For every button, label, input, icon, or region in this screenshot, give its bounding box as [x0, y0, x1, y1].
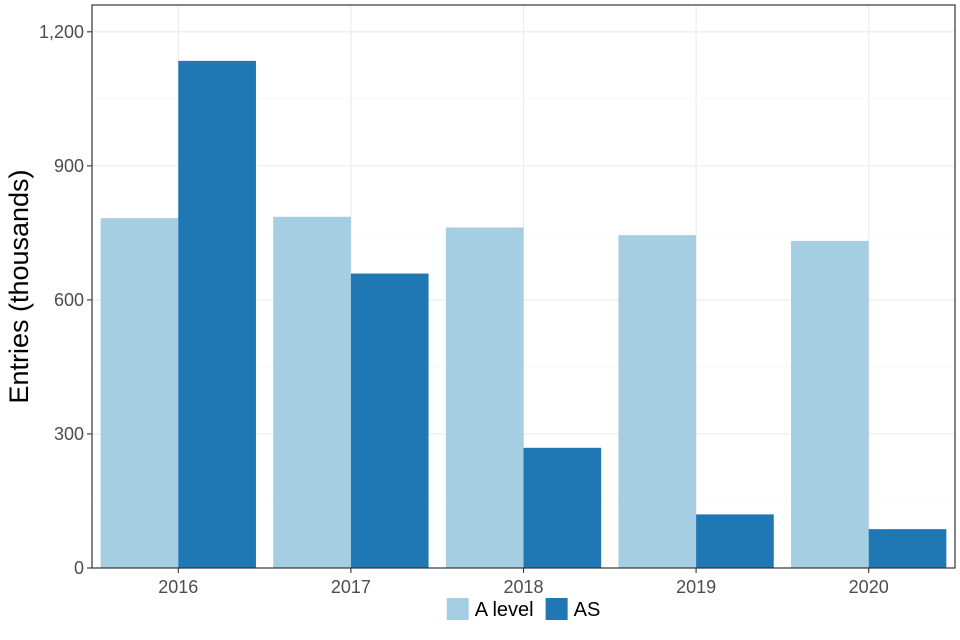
- y-tick-label: 1,200: [39, 22, 84, 42]
- x-tick-label: 2018: [503, 577, 543, 597]
- x-tick-label: 2017: [331, 577, 371, 597]
- legend-label: A level: [475, 599, 534, 621]
- legend-key-a-level: [446, 598, 469, 620]
- y-tick-label: 0: [74, 558, 84, 578]
- legend: A level AS: [446, 598, 601, 621]
- bar-a-level-2020: [791, 240, 869, 568]
- y-axis-title: Entries (thousands): [4, 169, 34, 403]
- bar-a-level-2019: [618, 235, 697, 568]
- bar-as-2018: [523, 447, 602, 568]
- bar-as-2016: [178, 60, 256, 568]
- legend-key-as: [545, 598, 568, 620]
- bar-a-level-2016: [100, 218, 179, 568]
- bar-as-2017: [350, 273, 429, 568]
- y-tick-label: 600: [54, 290, 84, 310]
- bars-layer: [100, 60, 947, 569]
- x-tick-label: 2016: [158, 577, 198, 597]
- bar-a-level-2017: [273, 216, 351, 569]
- legend-label: AS: [574, 599, 601, 621]
- y-tick-label: 300: [54, 424, 84, 444]
- x-tick-label: 2019: [676, 577, 716, 597]
- bar-as-2020: [868, 529, 947, 568]
- bar-a-level-2018: [445, 227, 524, 568]
- x-axis: 2016 2017 2018 2019 2020: [158, 568, 889, 597]
- y-tick-label: 900: [54, 156, 84, 176]
- bar-as-2019: [696, 514, 774, 568]
- x-tick-label: 2020: [849, 577, 889, 597]
- y-axis: 0 300 600 900 1,200: [39, 22, 92, 578]
